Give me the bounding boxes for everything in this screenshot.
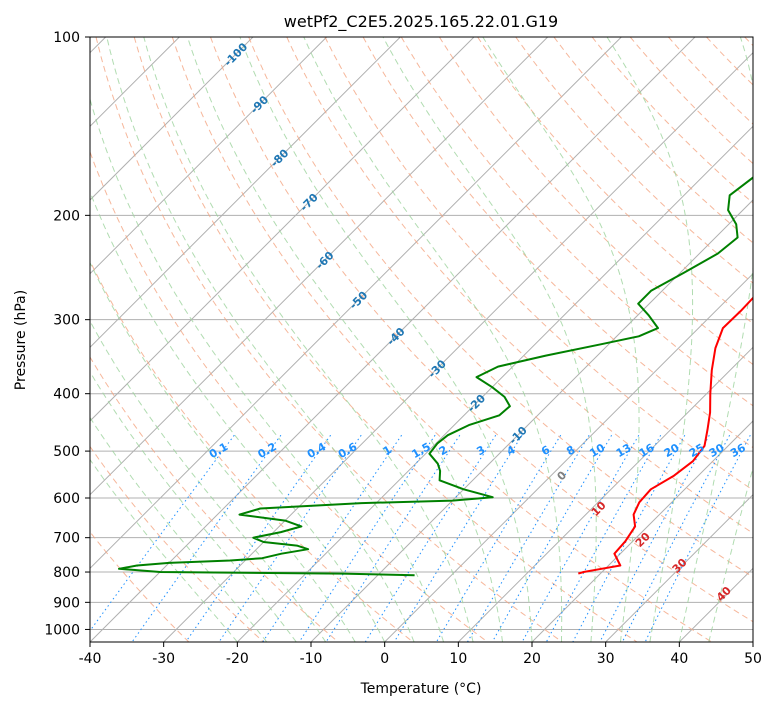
y-tick-label: 500 [53,444,80,460]
y-tick-label: 900 [53,595,80,611]
dry-adiabat-line [210,37,753,623]
dry-adiabat-line [133,37,638,642]
isotherm-line [90,37,475,422]
y-axis-label: Pressure (hPa) [13,290,29,390]
x-tick-label: 50 [744,651,762,667]
y-axis-ticks: 100 200 300 400 500 600 700 800 900 1000 [44,30,90,638]
y-tick-label: 300 [53,313,80,329]
isotherm-line [90,37,696,642]
mixing-ratio-line [467,434,590,642]
background-lines [90,37,753,642]
chart-title: wetPf2_C2E5.2025.165.22.01.G19 [284,12,558,32]
moist-adiabat-line [90,458,238,642]
moist-adiabat-line [482,37,640,642]
x-axis-label: Temperature (°C) [360,681,482,697]
moist-adiabat-line [239,37,533,642]
mixing-ratio-line [298,434,436,642]
plot-frame [89,36,754,643]
isotherm-line [236,125,753,642]
mixing-ratio-line [393,434,523,642]
mixing-ratio-line [545,434,662,642]
x-tick-label: 20 [523,651,541,667]
x-tick-label: -10 [300,651,323,667]
mixing-ratio-line [521,434,640,642]
mixing-ratio-line [491,434,613,642]
x-tick-label: -20 [226,651,249,667]
moist-adiabat-line [90,190,386,642]
x-tick-label: 40 [670,651,688,667]
profile-line [578,296,753,575]
isotherm-line [90,37,401,349]
isotherm-line [531,420,753,642]
dry-adiabat-line [400,37,753,407]
dry-adiabat-line [286,37,753,534]
moist-adiabat-line [106,37,445,642]
mixing-ratio-line [435,434,562,642]
moist-adiabat-line [678,37,753,642]
mixing-ratio-line [644,434,751,642]
mixing-ratio-line [325,434,461,642]
moist-adiabat-line [90,416,268,642]
dry-adiabat-line [90,356,339,642]
dry-adiabat-line [553,37,753,244]
mixing-ratio-line [90,434,235,632]
dry-adiabat-line [90,531,190,642]
moist-adiabat-line [90,97,415,642]
mixing-ratio-line [131,434,282,642]
moist-adiabat-line [606,37,694,642]
profile-line [118,176,753,577]
moist-adiabat-line [382,37,597,642]
dry-adiabat-line [248,37,753,578]
mixing-ratio-line [364,434,497,642]
isotherm-line [90,37,622,570]
isotherm-line [384,272,753,642]
dry-adiabat-line [438,37,753,366]
y-tick-label: 600 [53,491,80,507]
dry-adiabat-line [90,150,488,642]
isotherm-line [605,493,753,642]
moist-adiabat-line [90,370,297,642]
x-tick-label: 30 [597,651,615,667]
isotherm-line [90,37,549,496]
dry-adiabat-line [171,37,712,642]
moist-adiabat-line [708,465,753,642]
x-tick-label: -40 [79,651,102,667]
moist-adiabat-line [90,320,327,642]
dry-adiabat-line [90,445,264,642]
moist-adiabat-line [143,37,474,642]
y-tick-label: 200 [53,208,80,224]
isotherm-line [90,37,254,201]
x-tick-label: -30 [152,651,175,667]
x-tick-label: 0 [380,651,389,667]
y-tick-label: 100 [53,30,80,46]
y-tick-label: 1000 [44,622,80,638]
mixing-ratio-line [185,434,332,642]
x-tick-label: 10 [449,651,467,667]
y-tick-label: 700 [53,531,80,547]
y-tick-label: 400 [53,387,80,403]
y-tick-label: 800 [53,565,80,581]
isotherm-line [457,346,753,642]
moist-adiabat-line [303,37,563,642]
x-axis-ticks: -40 -30 -20 -10 0 10 20 30 40 50 [79,642,762,667]
moist-adiabat-line [90,261,356,642]
isotherm-line [90,37,328,275]
profile-series [118,176,753,577]
dry-adiabat-line [591,37,753,204]
